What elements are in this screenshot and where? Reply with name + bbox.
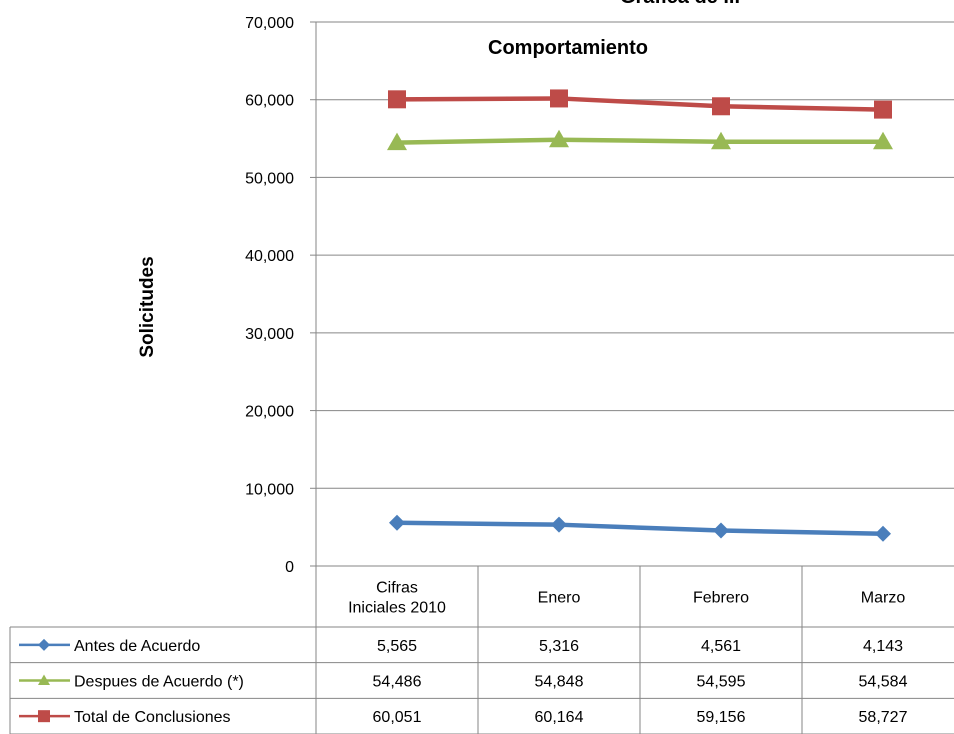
triangle-marker — [711, 131, 731, 150]
square-marker — [38, 710, 50, 723]
axes: Grafica de ... — [310, 0, 954, 567]
category-label: Iniciales 2010 — [348, 600, 446, 617]
data-value-label: 54,486 — [373, 674, 422, 691]
data-value-label: 5,316 — [539, 638, 579, 655]
chart-title: Comportamiento — [488, 37, 648, 59]
legend-key — [19, 638, 70, 651]
triangle-marker — [549, 129, 569, 148]
data-value-label: 4,561 — [701, 638, 741, 655]
gridlines — [316, 21, 954, 489]
y-tick-label: 0 — [285, 559, 294, 576]
data-value-label: 60,164 — [535, 709, 584, 726]
category-label: Cifras — [376, 580, 418, 597]
square-marker — [874, 100, 892, 119]
diamond-marker — [38, 638, 50, 651]
y-tick-label: 70,000 — [245, 15, 294, 32]
category-label: Marzo — [861, 590, 906, 607]
data-table: Cifras Iniciales 2010 Enero Febrero Marzo Ant… — [9, 566, 954, 734]
data-value-label: 5,565 — [377, 638, 417, 655]
y-axis-label: Solicitudes — [137, 256, 158, 357]
legend-label: Total de Conclusiones — [74, 709, 231, 726]
square-marker — [550, 89, 568, 108]
diamond-marker — [713, 522, 729, 539]
data-value-label: 54,595 — [697, 674, 746, 691]
triangle-marker — [873, 131, 893, 150]
diamond-marker — [551, 516, 567, 533]
triangle-marker — [38, 674, 50, 685]
legend-label: Antes de Acuerdo — [74, 638, 200, 655]
y-tick-label: 60,000 — [245, 93, 294, 110]
legend-key — [19, 710, 70, 723]
category-label: Febrero — [693, 590, 749, 607]
series-3 — [388, 89, 892, 119]
data-value-label: 54,848 — [535, 674, 584, 691]
y-tick-label: 10,000 — [245, 481, 294, 498]
data-value-label: 60,051 — [373, 709, 422, 726]
legend-label: Despues de Acuerdo (*) — [74, 674, 244, 691]
data-value-label: 58,727 — [859, 709, 908, 726]
data-value-label: 59,156 — [697, 709, 746, 726]
diamond-marker — [389, 514, 405, 531]
series-1 — [389, 514, 891, 542]
data-value-label: 54,584 — [859, 674, 908, 691]
series-line — [396, 520, 884, 537]
series-group — [387, 89, 893, 542]
y-tick-labels: 0 10,000 20,000 30,000 40,000 50,000 60,000 70,… — [245, 15, 294, 576]
y-tick-label: 20,000 — [245, 404, 294, 421]
series-2 — [387, 129, 893, 151]
y-tick-label: 50,000 — [245, 170, 294, 187]
series-line — [396, 96, 884, 112]
series-line — [396, 137, 884, 145]
triangle-marker — [387, 132, 407, 151]
legend-key — [19, 674, 70, 685]
category-label: Enero — [538, 590, 581, 607]
clipped-top-title: Grafica de ... — [620, 0, 740, 8]
diamond-marker — [875, 525, 891, 542]
y-tick-label: 40,000 — [245, 248, 294, 265]
y-tick-label: 30,000 — [245, 326, 294, 343]
square-marker — [712, 97, 730, 116]
data-value-label: 4,143 — [863, 638, 903, 655]
square-marker — [388, 90, 406, 109]
